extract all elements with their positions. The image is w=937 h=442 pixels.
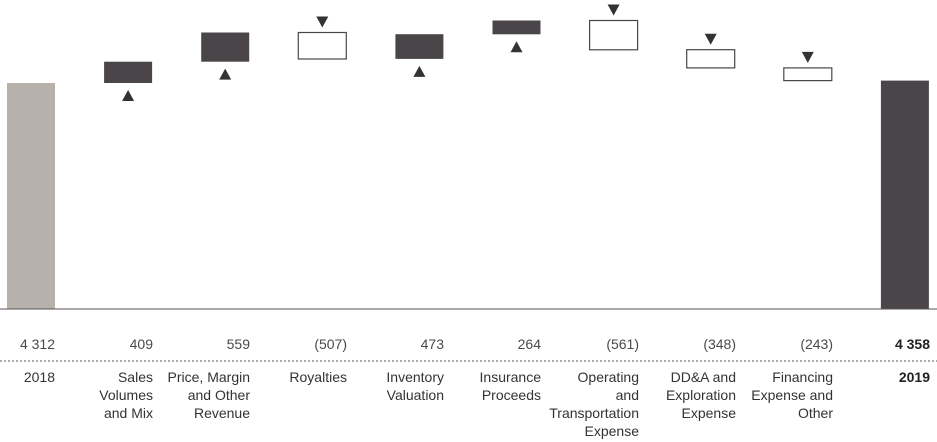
category-label: 2018 <box>24 369 55 385</box>
bar-3 <box>297 31 347 60</box>
bar-6 <box>588 19 639 51</box>
category-label: 2019 <box>899 369 930 385</box>
value-label: (243) <box>800 336 833 352</box>
category-label: DD&A and Exploration Expense <box>666 369 736 421</box>
up-triangle-icon <box>219 68 232 80</box>
bars-layer <box>7 19 929 309</box>
value-labels: 4 312 409 559 (507) 473 264 (561) (348) (243) 4 3… <box>20 336 930 352</box>
down-triangle-icon <box>607 4 620 16</box>
markers-layer <box>122 4 814 101</box>
value-label: (507) <box>314 336 347 352</box>
down-triangle-icon <box>316 16 329 28</box>
bar-7 <box>686 49 736 69</box>
value-label: (561) <box>606 336 639 352</box>
value-label: (348) <box>703 336 736 352</box>
category-label: Financing Expense and Other <box>751 369 833 421</box>
value-label: 473 <box>421 336 445 352</box>
down-triangle-icon <box>801 51 814 63</box>
value-label: 4 358 <box>895 336 930 352</box>
bar-1 <box>104 61 153 83</box>
bar-2 <box>201 32 250 62</box>
category-label: Price, Margin and Other Revenue <box>168 369 251 421</box>
bar-9 <box>880 80 929 309</box>
category-label: Operating and Transportation Expense <box>549 369 639 439</box>
down-triangle-icon <box>704 33 717 45</box>
up-triangle-icon <box>413 65 426 77</box>
value-label: 264 <box>518 336 542 352</box>
value-label: 559 <box>227 336 251 352</box>
category-label: Sales Volumes and Mix <box>99 369 153 421</box>
bar-8 <box>783 67 833 82</box>
bar-4 <box>395 34 444 59</box>
up-triangle-icon <box>122 90 135 101</box>
value-label: 409 <box>130 336 154 352</box>
category-label: Royalties <box>289 369 347 385</box>
category-labels: 2018 Sales Volumes and Mix Price, Margin and … <box>24 369 930 439</box>
value-label: 4 312 <box>20 336 55 352</box>
up-triangle-icon <box>510 41 523 53</box>
bar-5 <box>492 20 541 35</box>
category-label: Insurance Proceeds <box>480 369 542 403</box>
category-label: Inventory Valuation <box>386 369 444 403</box>
bar-0 <box>7 83 55 309</box>
